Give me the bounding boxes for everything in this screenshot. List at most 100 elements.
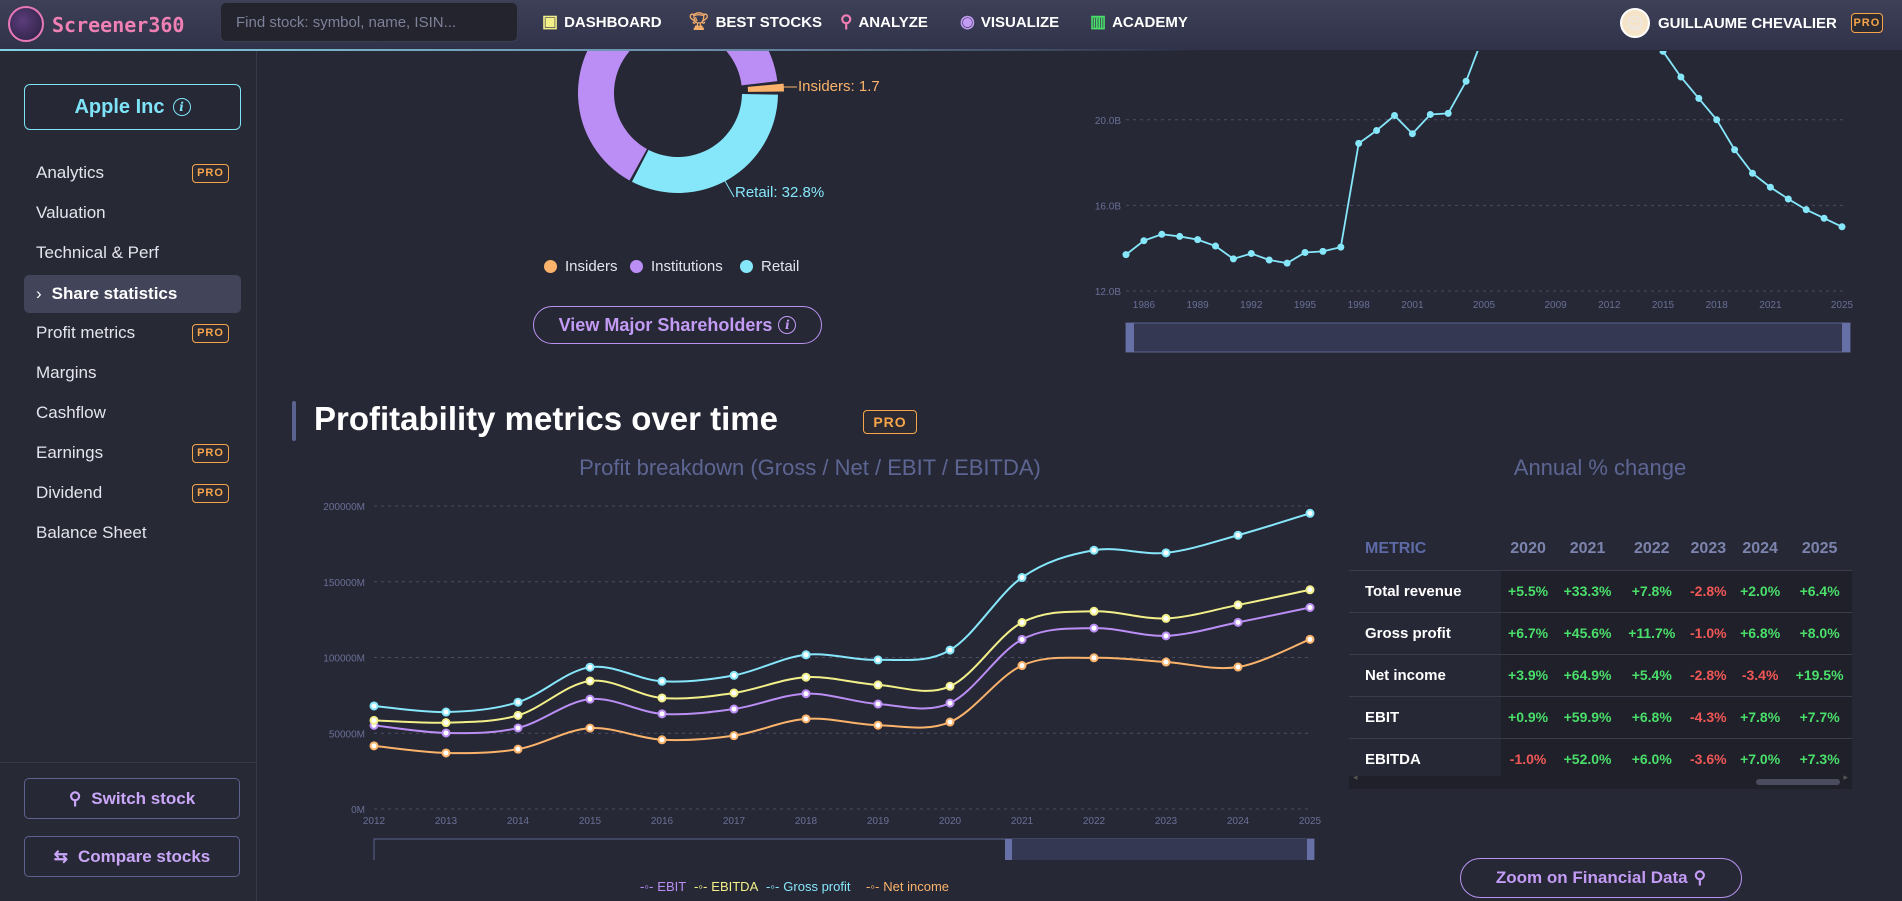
x-tick-label: 2005 <box>1473 300 1496 311</box>
sidebar-item-label: Dividend <box>36 483 103 502</box>
sidebar-item-analytics[interactable]: Analytics PRO <box>24 154 241 192</box>
legend-ebitda[interactable]: -◦- EBITDA <box>694 879 758 894</box>
data-point <box>1140 237 1148 245</box>
data-point <box>1161 613 1171 623</box>
nav-dashboard[interactable]: ▣ DASHBOARD <box>542 12 662 32</box>
nav-label: BEST STOCKS <box>715 13 822 31</box>
data-point <box>1233 662 1243 672</box>
stock-search-input[interactable] <box>220 2 518 42</box>
percent-cell: +7.7% <box>1787 695 1852 738</box>
legend-gross-profit[interactable]: -◦- Gross profit <box>766 879 850 894</box>
data-point <box>729 731 739 741</box>
profit-breakdown-chart: 0M 50000M 100000M 150000M 200000M 2012 2013 201… <box>323 502 1322 860</box>
table-row: Net income +3.9% +64.9% +5.4% -2.8% -3.4% +19.… <box>1349 653 1852 696</box>
percent-cell: +0.9% <box>1500 695 1556 738</box>
nav-academy[interactable]: ▥ ACADEMY <box>1090 12 1188 32</box>
data-point <box>873 720 883 730</box>
legend-label: Institutions <box>651 258 723 275</box>
x-tick-label: 2018 <box>795 816 818 827</box>
company-button[interactable]: Apple Inc i <box>24 84 241 130</box>
percent-cell: +52.0% <box>1555 737 1620 780</box>
sidebar-item-earnings[interactable]: Earnings PRO <box>24 434 241 472</box>
nav-analyze[interactable]: ⚲ ANALYZE <box>840 12 928 32</box>
sidebar-item-label: Margins <box>36 363 97 382</box>
data-point <box>1017 573 1027 583</box>
legend-ebit[interactable]: -◦- EBIT <box>640 879 686 894</box>
nav-label: DASHBOARD <box>564 13 662 31</box>
sidebar-item-technical-perf[interactable]: Technical & Perf <box>24 234 241 272</box>
data-point <box>1462 77 1470 85</box>
navigator-handle-right <box>1307 839 1314 860</box>
chart-title: Profit breakdown (Gross / Net / EBIT / E… <box>579 455 1041 480</box>
nav-visualize[interactable]: ◉ VISUALIZE <box>960 12 1059 32</box>
scrollbar-thumb[interactable] <box>1756 779 1840 785</box>
sidebar-item-share-statistics[interactable]: › Share statistics <box>24 275 241 313</box>
scroll-left-icon[interactable]: ◂ <box>1353 773 1358 783</box>
data-point <box>1229 255 1237 263</box>
view-major-shareholders-button[interactable]: View Major Shareholders i <box>533 306 822 344</box>
percent-cell: +6.8% <box>1733 611 1788 654</box>
x-tick-label: 2016 <box>651 816 674 827</box>
data-point <box>585 694 595 704</box>
sidebar-item-dividend[interactable]: Dividend PRO <box>24 474 241 512</box>
data-point <box>1838 223 1846 231</box>
legend-insiders[interactable]: Insiders <box>544 258 618 275</box>
data-point <box>441 707 451 717</box>
donut-slice-retail <box>631 94 778 193</box>
legend-marker-icon: -◦- <box>640 879 654 894</box>
sidebar-item-cashflow[interactable]: Cashflow <box>24 394 241 432</box>
annual-change-table: METRIC 2020 2021 2022 2023 2024 2025 Tot… <box>1349 528 1852 780</box>
data-point <box>1089 545 1099 555</box>
compare-stocks-button[interactable]: ⇆ Compare stocks <box>24 836 240 877</box>
nav-best-stocks[interactable]: 🏆︎ BEST STOCKS <box>688 12 822 32</box>
x-tick-label: 2025 <box>1299 816 1322 827</box>
data-point <box>513 744 523 754</box>
x-tick-label: 2020 <box>939 816 962 827</box>
y-tick-label: 100000M <box>323 654 365 665</box>
column-header: 2023 <box>1683 528 1734 570</box>
table-horizontal-scrollbar[interactable]: ◂ ▸ <box>1349 773 1852 789</box>
brand-logo-icon[interactable] <box>8 6 44 42</box>
percent-cell: +3.9% <box>1500 653 1556 696</box>
series-line-ebit <box>373 606 1311 735</box>
main-content: Insiders: 1.7% Retail: 32.8% Insiders In… <box>0 51 1902 901</box>
info-icon[interactable]: i <box>172 98 191 116</box>
data-point <box>801 650 811 660</box>
avatar[interactable]: ☺ <box>1620 8 1650 38</box>
navigator-range <box>1125 322 1851 353</box>
x-tick-label: 2021 <box>1011 816 1034 827</box>
data-point <box>1319 247 1327 255</box>
section-title: Profitability metrics over time <box>314 400 778 437</box>
percent-cell: +7.0% <box>1733 737 1788 780</box>
table-row: EBIT +0.9% +59.9% +6.8% -4.3% +7.8% +7.7% <box>1349 695 1852 738</box>
y-tick-label: 16.0B <box>1095 201 1121 212</box>
user-menu[interactable]: ☺ GUILLAUME CHEVALIER PRO <box>1620 8 1883 38</box>
percent-cell: +19.5% <box>1787 653 1852 696</box>
sidebar-item-balance-sheet[interactable]: Balance Sheet <box>24 514 241 552</box>
zoom-financial-data-button[interactable]: Zoom on Financial Data ⚲ <box>1460 858 1742 898</box>
table-title: Annual % change <box>1513 455 1687 480</box>
switch-stock-button[interactable]: ⚲ Switch stock <box>24 778 240 819</box>
brand-name[interactable]: Screener360 <box>52 13 185 37</box>
legend-institutions[interactable]: Institutions <box>630 258 723 275</box>
data-point <box>729 688 739 698</box>
legend-label: Insiders <box>565 258 618 275</box>
sidebar-item-label: Technical & Perf <box>36 243 159 262</box>
scroll-right-icon[interactable]: ▸ <box>1843 773 1848 783</box>
sidebar-item-label: Valuation <box>36 203 106 222</box>
data-point <box>1659 51 1667 55</box>
nav-label: VISUALIZE <box>980 13 1060 31</box>
series-line-gross-profit <box>373 512 1311 714</box>
sidebar-item-profit-metrics[interactable]: Profit metrics PRO <box>24 314 241 352</box>
data-point <box>873 680 883 690</box>
data-point <box>1444 109 1452 117</box>
sidebar-divider <box>0 762 257 763</box>
legend-net-income[interactable]: -◦- Net income <box>866 879 949 894</box>
sidebar-item-margins[interactable]: Margins <box>24 354 241 392</box>
legend-retail[interactable]: Retail <box>740 258 799 275</box>
legend-label: Net income <box>883 879 950 894</box>
data-point <box>513 697 523 707</box>
sidebar-item-valuation[interactable]: Valuation <box>24 194 241 232</box>
nav-label: ANALYZE <box>858 13 928 31</box>
data-point <box>1391 112 1398 120</box>
